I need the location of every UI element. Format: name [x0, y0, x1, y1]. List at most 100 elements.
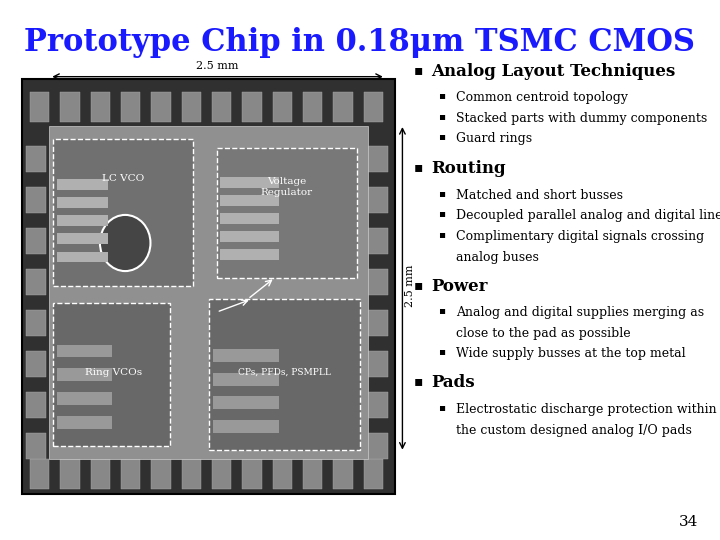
- Text: analog buses: analog buses: [456, 251, 539, 264]
- Bar: [368, 392, 387, 418]
- Text: Electrostatic discharge protection within: Electrostatic discharge protection withi…: [456, 403, 716, 416]
- Bar: [53, 303, 170, 446]
- Bar: [212, 396, 279, 409]
- Bar: [50, 126, 368, 459]
- Bar: [60, 459, 80, 489]
- Bar: [368, 228, 387, 254]
- Bar: [368, 187, 387, 213]
- Text: Pads: Pads: [431, 374, 475, 392]
- Bar: [57, 197, 108, 208]
- Bar: [60, 92, 80, 122]
- Text: Prototype Chip in 0.18μm TSMC CMOS: Prototype Chip in 0.18μm TSMC CMOS: [24, 27, 696, 58]
- Bar: [53, 139, 193, 286]
- Bar: [368, 310, 387, 336]
- Bar: [57, 392, 112, 405]
- Bar: [217, 148, 356, 278]
- Text: Power: Power: [431, 278, 488, 294]
- Bar: [26, 310, 45, 336]
- Bar: [368, 433, 387, 459]
- Text: ▪: ▪: [438, 306, 445, 315]
- Bar: [303, 92, 323, 122]
- Bar: [57, 345, 112, 357]
- Bar: [26, 351, 45, 377]
- Bar: [212, 92, 231, 122]
- Text: ▪: ▪: [413, 160, 423, 174]
- Bar: [26, 392, 45, 418]
- Text: Voltage
Regulator: Voltage Regulator: [261, 177, 312, 197]
- Bar: [181, 459, 201, 489]
- Text: ▪: ▪: [438, 189, 445, 198]
- Text: Complimentary digital signals crossing: Complimentary digital signals crossing: [456, 230, 704, 243]
- Bar: [151, 92, 171, 122]
- Text: CPs, PFDs, PSMPLL: CPs, PFDs, PSMPLL: [238, 368, 331, 377]
- Bar: [220, 177, 279, 188]
- Bar: [212, 349, 279, 362]
- Bar: [220, 213, 279, 224]
- Text: Guard rings: Guard rings: [456, 132, 532, 145]
- Bar: [151, 459, 171, 489]
- Text: 34: 34: [679, 515, 698, 529]
- Bar: [212, 459, 231, 489]
- Text: Analog and digital supplies merging as: Analog and digital supplies merging as: [456, 306, 704, 319]
- Text: close to the pad as possible: close to the pad as possible: [456, 327, 631, 340]
- Bar: [364, 459, 383, 489]
- Text: Routing: Routing: [431, 160, 506, 177]
- Bar: [273, 459, 292, 489]
- Text: ▪: ▪: [413, 63, 423, 77]
- Bar: [242, 92, 261, 122]
- Text: Decoupled parallel analog and digital lines: Decoupled parallel analog and digital li…: [456, 210, 720, 222]
- Text: ▪: ▪: [438, 112, 445, 121]
- Text: 2.5 mm: 2.5 mm: [405, 265, 415, 307]
- Bar: [368, 146, 387, 172]
- Bar: [121, 459, 140, 489]
- Text: Ring VCOs: Ring VCOs: [85, 368, 142, 377]
- Text: Matched and short busses: Matched and short busses: [456, 189, 623, 202]
- Bar: [30, 92, 50, 122]
- Bar: [57, 233, 108, 244]
- Bar: [303, 459, 323, 489]
- Bar: [364, 92, 383, 122]
- Bar: [220, 249, 279, 260]
- Text: ▪: ▪: [438, 91, 445, 100]
- Text: Stacked parts with dummy components: Stacked parts with dummy components: [456, 112, 707, 125]
- Bar: [26, 433, 45, 459]
- Bar: [242, 459, 261, 489]
- Bar: [91, 459, 110, 489]
- Text: ▪: ▪: [413, 278, 423, 292]
- Bar: [30, 459, 50, 489]
- Bar: [273, 92, 292, 122]
- Bar: [26, 269, 45, 295]
- Text: ▪: ▪: [438, 230, 445, 239]
- Bar: [121, 92, 140, 122]
- Text: ▪: ▪: [438, 210, 445, 219]
- Circle shape: [100, 215, 150, 271]
- Text: the custom designed analog I/O pads: the custom designed analog I/O pads: [456, 424, 692, 437]
- Text: ▪: ▪: [438, 347, 445, 356]
- Text: ▪: ▪: [438, 132, 445, 141]
- Bar: [57, 179, 108, 190]
- Text: ▪: ▪: [413, 374, 423, 388]
- Text: 2.5 mm: 2.5 mm: [196, 61, 238, 71]
- Bar: [57, 368, 112, 381]
- Bar: [212, 373, 279, 386]
- Text: LC VCO: LC VCO: [102, 174, 145, 183]
- Bar: [26, 187, 45, 213]
- Bar: [368, 351, 387, 377]
- Text: Wide supply busses at the top metal: Wide supply busses at the top metal: [456, 347, 685, 360]
- Bar: [57, 416, 112, 429]
- Bar: [220, 231, 279, 242]
- Text: Common centroid topology: Common centroid topology: [456, 91, 628, 104]
- Bar: [220, 195, 279, 206]
- Bar: [181, 92, 201, 122]
- Text: Analog Layout Techniques: Analog Layout Techniques: [431, 63, 676, 79]
- Bar: [212, 420, 279, 433]
- Bar: [57, 215, 108, 226]
- Bar: [57, 252, 108, 262]
- Bar: [209, 299, 361, 450]
- Bar: [26, 146, 45, 172]
- Bar: [333, 92, 353, 122]
- Text: ▪: ▪: [438, 403, 445, 412]
- Bar: [26, 228, 45, 254]
- Bar: [368, 269, 387, 295]
- Bar: [333, 459, 353, 489]
